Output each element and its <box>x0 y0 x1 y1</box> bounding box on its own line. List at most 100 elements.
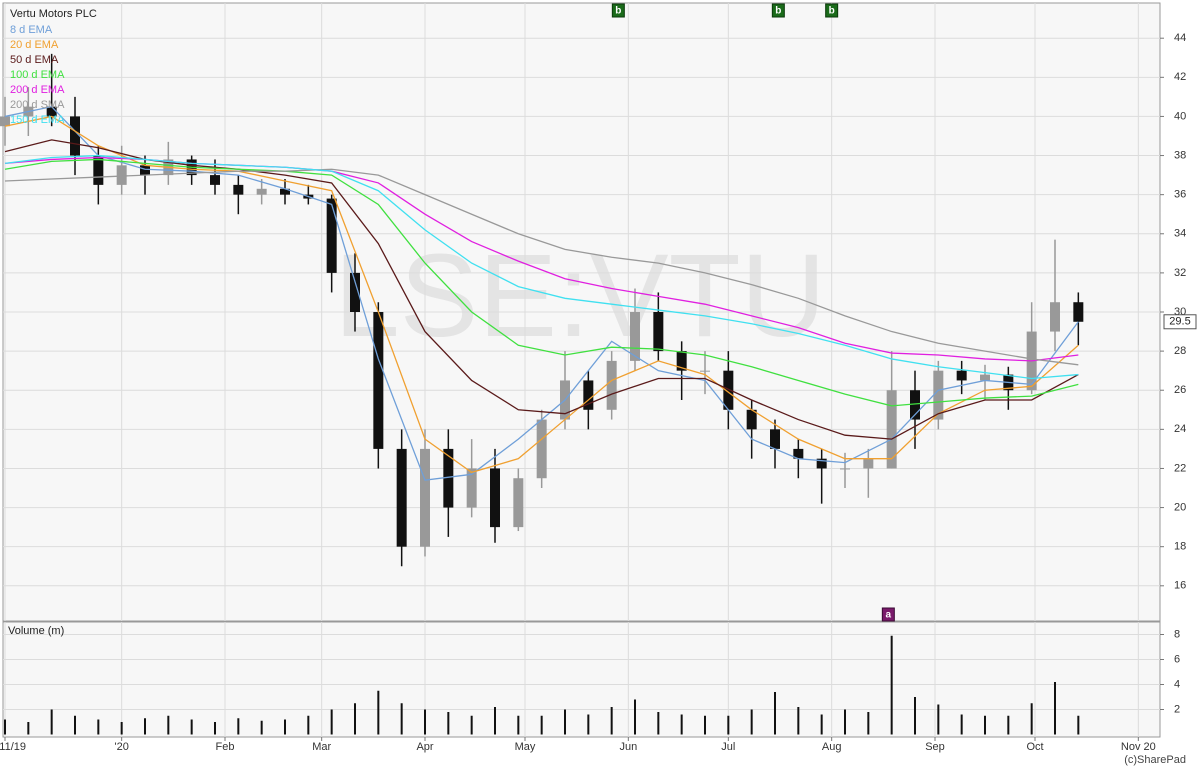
volume-bar <box>890 635 893 735</box>
candle-body <box>70 116 80 156</box>
credit: (c)SharePad <box>1124 754 1186 766</box>
y-tick-label: 32 <box>1174 267 1186 279</box>
volume-bar <box>1007 715 1010 735</box>
y-tick-label: 18 <box>1174 541 1186 553</box>
candle-body <box>886 390 897 469</box>
volume-bar <box>680 714 683 735</box>
candle-body <box>116 165 127 185</box>
candle-body <box>606 360 617 410</box>
x-tick-label: Nov 20 <box>1121 741 1156 753</box>
volume-panel <box>2 621 1161 738</box>
volume-bar <box>564 709 566 735</box>
volume-bar <box>330 709 333 735</box>
volume-bar <box>727 715 730 735</box>
x-tick-label: '20 <box>114 741 128 753</box>
candle-body <box>373 312 384 449</box>
volume-bar <box>610 707 613 735</box>
candle-body <box>46 106 57 117</box>
event-flag-label: b <box>829 6 835 17</box>
candle-body <box>513 478 524 528</box>
volume-bar <box>960 714 963 735</box>
candle-body <box>980 374 990 381</box>
candle-body <box>770 429 780 449</box>
y-tick-label: 22 <box>1174 462 1186 474</box>
candle-body <box>1073 302 1084 322</box>
y-tick-label: 28 <box>1174 345 1186 357</box>
candle-body <box>443 448 454 508</box>
y-tick-label: 44 <box>1174 32 1186 44</box>
volume-bar <box>844 709 846 735</box>
x-tick-label: 27/11/19 <box>0 741 26 753</box>
candle-body <box>536 419 547 479</box>
legend-entry: 20 d EMA <box>10 39 59 51</box>
volume-bar <box>517 715 520 735</box>
candle-body <box>583 380 594 410</box>
x-tick-label: Aug <box>822 741 842 753</box>
volume-bar <box>867 712 870 735</box>
ema-line <box>4 158 1079 407</box>
x-tick-label: Apr <box>416 741 433 753</box>
x-tick-label: Jun <box>619 741 637 753</box>
legend-entry: 150 d EMA <box>10 114 65 126</box>
volume-bar <box>1077 715 1080 735</box>
volume-bar <box>400 703 403 735</box>
candle-body <box>746 409 757 430</box>
watermark: LSE:VTU <box>334 230 826 362</box>
y-tick-label: 20 <box>1174 501 1186 513</box>
y-tick-label: 26 <box>1174 384 1186 396</box>
volume-bar <box>424 709 426 735</box>
chart-title: Vertu Motors PLC <box>10 8 97 20</box>
event-flag <box>825 3 839 18</box>
event-flag <box>611 3 625 18</box>
volume-bar <box>307 715 310 735</box>
candle-body <box>956 370 967 381</box>
volume-bar <box>377 690 380 735</box>
x-tick-label: May <box>515 741 536 753</box>
ema-line <box>4 139 1079 440</box>
y-tick-label: 40 <box>1174 110 1186 122</box>
x-tick-label: Jul <box>721 741 735 753</box>
candle-body <box>140 165 150 176</box>
candle-body <box>840 468 850 470</box>
y-tick-label: 34 <box>1174 228 1186 240</box>
volume-bar <box>50 709 53 735</box>
candle-body <box>350 272 360 312</box>
legend-entry: 8 d EMA <box>10 24 53 36</box>
volume-bar <box>587 714 590 735</box>
volume-bar <box>914 697 916 735</box>
candle-body <box>233 184 244 195</box>
event-flag <box>881 607 895 622</box>
x-tick-label: Mar <box>312 741 331 753</box>
candle-body <box>653 312 664 352</box>
legend-entry: 50 d EMA <box>10 54 59 66</box>
y-tick-label: 24 <box>1174 423 1186 435</box>
candle-body <box>700 370 710 372</box>
volume-title: Volume (m) <box>8 625 64 637</box>
volume-bar <box>494 707 496 735</box>
x-tick-label: Oct <box>1026 741 1043 753</box>
volume-bar <box>750 709 753 735</box>
volume-bar <box>97 719 100 735</box>
event-flag-label: a <box>886 610 892 621</box>
event-flag-label: b <box>775 6 781 17</box>
candle-body <box>863 458 874 469</box>
candle-body <box>723 370 734 410</box>
grid <box>3 3 1160 737</box>
volume-bar <box>74 715 76 735</box>
volume-bar <box>540 715 543 735</box>
volume-bar <box>1054 682 1056 735</box>
volume-bar <box>120 722 123 735</box>
candle-body <box>910 390 920 420</box>
y-tick-label: 8 <box>1174 628 1180 640</box>
volume-bar <box>1030 703 1033 735</box>
y-tick-label: 6 <box>1174 653 1180 665</box>
volume-bar <box>237 718 240 735</box>
volume-bar <box>984 715 986 735</box>
price-tag <box>1163 314 1197 330</box>
y-tick-label: 38 <box>1174 149 1186 161</box>
candle-body <box>466 468 477 508</box>
legend-entry: 200 d EMA <box>10 84 65 96</box>
y-tick-label: 42 <box>1174 71 1186 83</box>
y-tick-label: 4 <box>1174 678 1180 690</box>
